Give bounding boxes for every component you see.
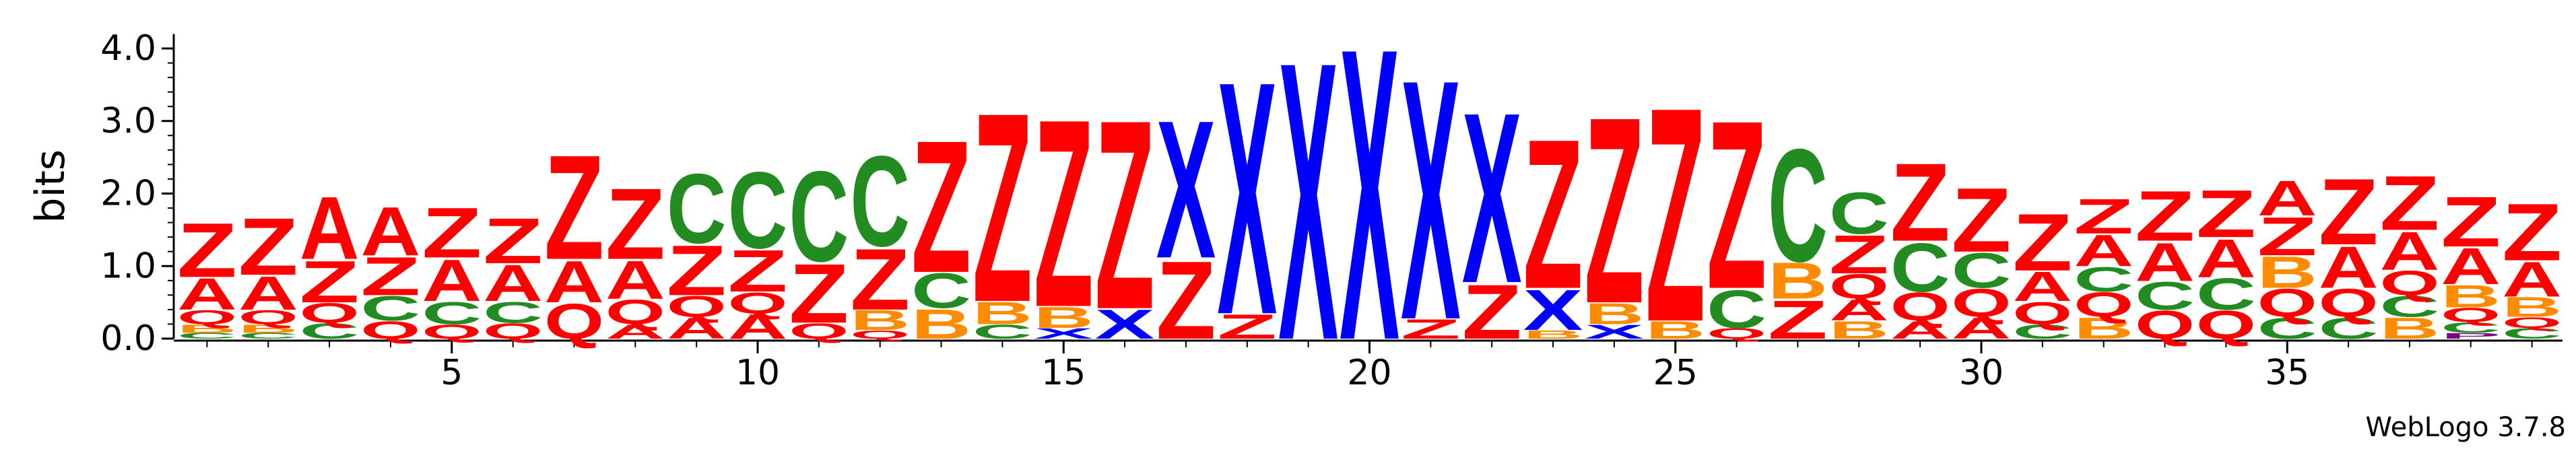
logo-stack: QCZA [361, 193, 421, 344]
logo-letter-C: C [1768, 116, 1828, 296]
logo-letter-Z: Z [177, 207, 237, 293]
y-axis-label: bits [27, 149, 74, 223]
logo-letter-Z: Z [972, 57, 1032, 358]
logo-letter-Z: Z [1707, 70, 1766, 339]
logo-letter-X: X [1217, 11, 1277, 384]
logo-letter-C: C [850, 129, 910, 273]
logo-letter-A: A [361, 193, 421, 271]
logo-letter-Z: Z [1584, 62, 1644, 359]
y-tick-label: 4.0 [100, 28, 156, 69]
x-tick-label: 10 [735, 353, 780, 393]
x-tick-label: 5 [440, 353, 463, 393]
logo-letter-Z: Z [2502, 187, 2562, 278]
logo-stack: ZX [1401, 8, 1461, 391]
logo-letter-Z: Z [1890, 140, 1950, 265]
logo-letter-C: C [728, 149, 788, 271]
logo-stack: CBZ [972, 57, 1032, 358]
logo-stack: XBZ [1034, 63, 1094, 363]
logo-letter-Z: Z [2074, 189, 2134, 244]
logo-stack: QAZ [544, 124, 604, 350]
y-tick-label: 3.0 [100, 101, 156, 141]
y-axis: 0.0 1.0 2.0 3.0 4.0 [100, 28, 174, 359]
logo-stack: BZ [1645, 43, 1705, 386]
logo-stack: ZX [1156, 80, 1216, 363]
logo-stack: XZ [1095, 64, 1155, 366]
logo-stack: QCAZ [483, 205, 543, 343]
logo-stack: QCZ [1707, 70, 1766, 342]
logo-letter-Z: Z [1523, 96, 1583, 334]
y-tick-label: 2.0 [100, 174, 156, 214]
x-tick-label: 30 [1959, 353, 2004, 393]
logo-letter-Z: Z [483, 205, 543, 277]
logo-stack: BAQZC [1829, 180, 1889, 345]
logo-stack: ZX [1462, 61, 1522, 355]
logo-letter-X: X [1462, 61, 1522, 334]
logo-letter-Z: Z [238, 202, 298, 293]
logo-stack: CQBZA [2257, 171, 2317, 345]
logo-stack: PCQBAZ [2441, 182, 2501, 340]
weblogo-credit: WebLogo 3.7.8 [2365, 412, 2566, 443]
logo-letter-X: X [1278, 0, 1338, 423]
logo-stacks: CBQAZCBQAZCQZAQCZAQCAZQCAZQAZAQAZAQZCAQZ… [177, 0, 2562, 428]
logo-letter-Z: Z [2379, 160, 2439, 246]
logo-letter-Z: Z [1645, 43, 1705, 386]
logo-letter-Z: Z [1952, 169, 2012, 271]
y-tick-label: 1.0 [100, 246, 156, 286]
logo-stack: BCZ [911, 102, 971, 348]
logo-letter-X: X [1340, 0, 1399, 428]
x-tick-label: 35 [2265, 353, 2309, 393]
logo-letter-C: C [667, 153, 727, 264]
logo-letter-X: X [1156, 80, 1216, 300]
logo-stack: X [1278, 0, 1338, 423]
logo-stack: ZX [1217, 11, 1277, 384]
logo-letter-A: A [300, 178, 360, 278]
logo-stack: X [1340, 0, 1399, 428]
logo-letter-Z: Z [2135, 176, 2195, 256]
logo-letter-Z: Z [911, 102, 971, 313]
logo-letter-Z: Z [1095, 64, 1155, 366]
logo-letter-Z: Z [2319, 160, 2379, 265]
logo-letter-Z: Z [2196, 176, 2256, 252]
logo-stack: QZC [789, 145, 849, 343]
logo-stack: BQCAZ [2074, 189, 2134, 345]
logo-stack: ZBC [1768, 116, 1828, 351]
logo-letter-Z: Z [1034, 63, 1094, 363]
logo-stack: XBZ [1584, 62, 1644, 359]
logo-letter-Z: Z [2012, 197, 2072, 288]
y-tick-label: 0.0 [100, 318, 156, 359]
logo-letter-Z: Z [2441, 182, 2501, 261]
logo-stack: BCQAZ [2379, 160, 2439, 345]
logo-stack: BXZ [1523, 96, 1583, 342]
logo-letter-A: A [2257, 171, 2317, 226]
logo-letter-C: C [1829, 180, 1889, 246]
logo-stack: AQAZ [605, 168, 665, 343]
logo-stack: AQCZ [1890, 140, 1950, 344]
logo-letter-Z: Z [422, 193, 482, 272]
logo-letter-Z: Z [605, 168, 665, 281]
logo-letter-Z: Z [544, 124, 604, 291]
logo-letter-X: X [1401, 8, 1461, 391]
logo-letter-C: C [789, 145, 849, 289]
